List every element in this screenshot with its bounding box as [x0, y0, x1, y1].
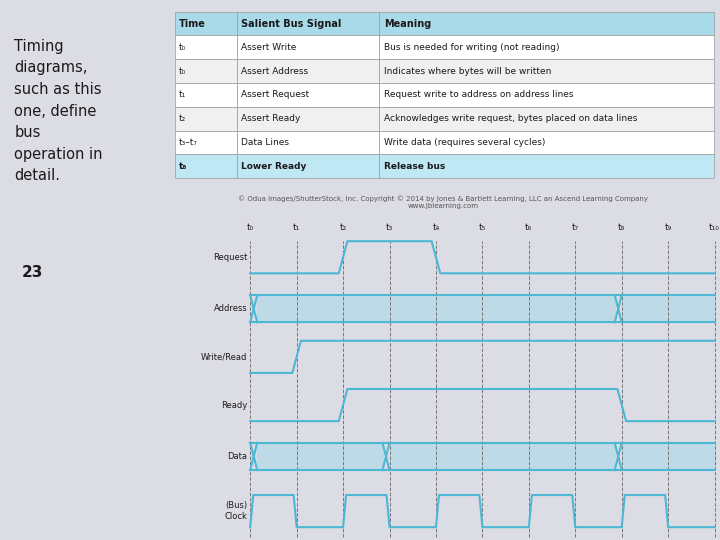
Text: Request: Request	[213, 253, 248, 262]
Text: Write/Read: Write/Read	[201, 353, 248, 361]
Text: t₉: t₉	[665, 222, 672, 232]
Polygon shape	[257, 443, 382, 470]
Text: t₀: t₀	[179, 43, 186, 52]
Text: t₃–t₇: t₃–t₇	[179, 138, 198, 147]
FancyBboxPatch shape	[237, 154, 379, 178]
Text: Meaning: Meaning	[384, 18, 431, 29]
FancyBboxPatch shape	[175, 36, 237, 59]
Text: Acknowledges write request, bytes placed on data lines: Acknowledges write request, bytes placed…	[384, 114, 637, 123]
Text: t₂: t₂	[339, 222, 347, 232]
FancyBboxPatch shape	[379, 83, 714, 107]
Text: t₁₀: t₁₀	[709, 222, 720, 232]
FancyBboxPatch shape	[175, 59, 237, 83]
Text: t₈: t₈	[179, 161, 187, 171]
Text: t₈: t₈	[618, 222, 626, 232]
Text: Lower Ready: Lower Ready	[241, 161, 306, 171]
Text: t₃: t₃	[386, 222, 393, 232]
Polygon shape	[622, 295, 714, 322]
Text: Assert Ready: Assert Ready	[241, 114, 300, 123]
FancyBboxPatch shape	[237, 36, 379, 59]
FancyBboxPatch shape	[237, 59, 379, 83]
Text: (Bus)
Clock: (Bus) Clock	[225, 501, 248, 521]
FancyBboxPatch shape	[175, 12, 237, 36]
Text: Release bus: Release bus	[384, 161, 445, 171]
FancyBboxPatch shape	[379, 154, 714, 178]
Text: t₁: t₁	[179, 90, 186, 99]
Text: t₀: t₀	[246, 222, 254, 232]
Text: t₄: t₄	[432, 222, 440, 232]
Text: Request write to address on address lines: Request write to address on address line…	[384, 90, 573, 99]
FancyBboxPatch shape	[237, 12, 379, 36]
Polygon shape	[390, 443, 615, 470]
Polygon shape	[622, 443, 714, 470]
FancyBboxPatch shape	[237, 83, 379, 107]
Text: Assert Write: Assert Write	[241, 43, 297, 52]
FancyBboxPatch shape	[379, 12, 714, 36]
FancyBboxPatch shape	[379, 107, 714, 131]
Text: Write data (requires several cycles): Write data (requires several cycles)	[384, 138, 545, 147]
Text: Salient Bus Signal: Salient Bus Signal	[241, 18, 341, 29]
Text: Assert Address: Assert Address	[241, 66, 308, 76]
FancyBboxPatch shape	[379, 131, 714, 154]
Text: Data: Data	[228, 452, 248, 461]
Text: © Odua Images/ShutterStock, Inc. Copyright © 2014 by Jones & Bartlett Learning, : © Odua Images/ShutterStock, Inc. Copyrig…	[238, 195, 648, 208]
Text: Timing
diagrams,
such as this
one, define
bus
operation in
detail.: Timing diagrams, such as this one, defin…	[14, 39, 103, 184]
FancyBboxPatch shape	[237, 107, 379, 131]
Text: t₇: t₇	[572, 222, 579, 232]
Polygon shape	[257, 295, 615, 322]
Text: t₂: t₂	[179, 114, 186, 123]
Text: Data Lines: Data Lines	[241, 138, 289, 147]
FancyBboxPatch shape	[379, 36, 714, 59]
Text: t₀: t₀	[179, 66, 186, 76]
FancyBboxPatch shape	[175, 83, 237, 107]
Text: t₅: t₅	[479, 222, 486, 232]
FancyBboxPatch shape	[175, 154, 237, 178]
Text: Address: Address	[214, 304, 248, 313]
Text: Time: Time	[179, 18, 206, 29]
Text: t₆: t₆	[525, 222, 533, 232]
Text: 23: 23	[22, 265, 43, 280]
Text: Ready: Ready	[221, 401, 248, 409]
Text: Indicates where bytes will be written: Indicates where bytes will be written	[384, 66, 552, 76]
FancyBboxPatch shape	[379, 59, 714, 83]
Text: t₁: t₁	[293, 222, 300, 232]
Text: Assert Request: Assert Request	[241, 90, 309, 99]
FancyBboxPatch shape	[237, 131, 379, 154]
FancyBboxPatch shape	[175, 107, 237, 131]
Text: Bus is needed for writing (not reading): Bus is needed for writing (not reading)	[384, 43, 559, 52]
FancyBboxPatch shape	[175, 131, 237, 154]
